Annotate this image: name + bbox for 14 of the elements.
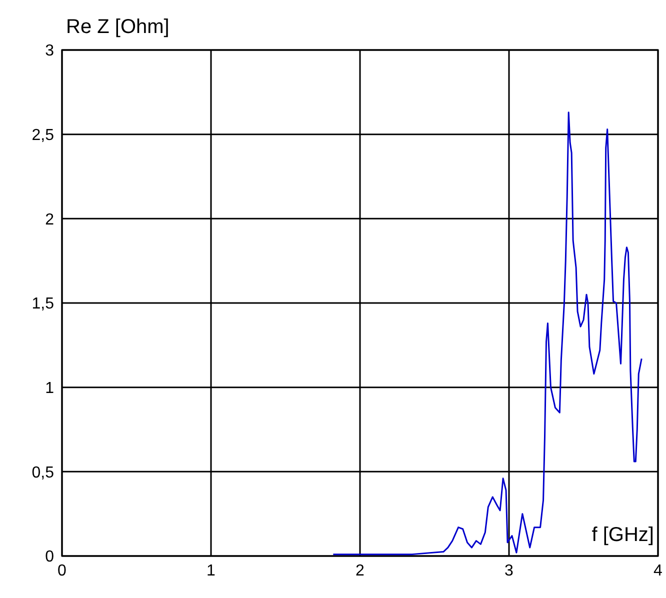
x-tick-label: 3 <box>504 562 514 580</box>
y-tick-label: 1,5 <box>32 296 54 313</box>
y-axis-title: Re Z [Ohm] <box>66 16 170 39</box>
y-tick-label: 0,5 <box>32 464 54 482</box>
y-tick-label: 2 <box>45 211 54 228</box>
y-tick-label: 3 <box>45 42 54 60</box>
x-tick-label: 2 <box>356 562 365 580</box>
x-tick-label: 0 <box>58 562 67 580</box>
x-tick-label: 4 <box>654 562 663 580</box>
x-tick-label: 1 <box>206 562 216 580</box>
y-tick-label: 0 <box>45 548 54 566</box>
y-tick-label: 2,5 <box>32 127 54 144</box>
x-axis-title: f [GHz] <box>592 524 654 547</box>
y-tick-label: 1 <box>45 380 54 398</box>
